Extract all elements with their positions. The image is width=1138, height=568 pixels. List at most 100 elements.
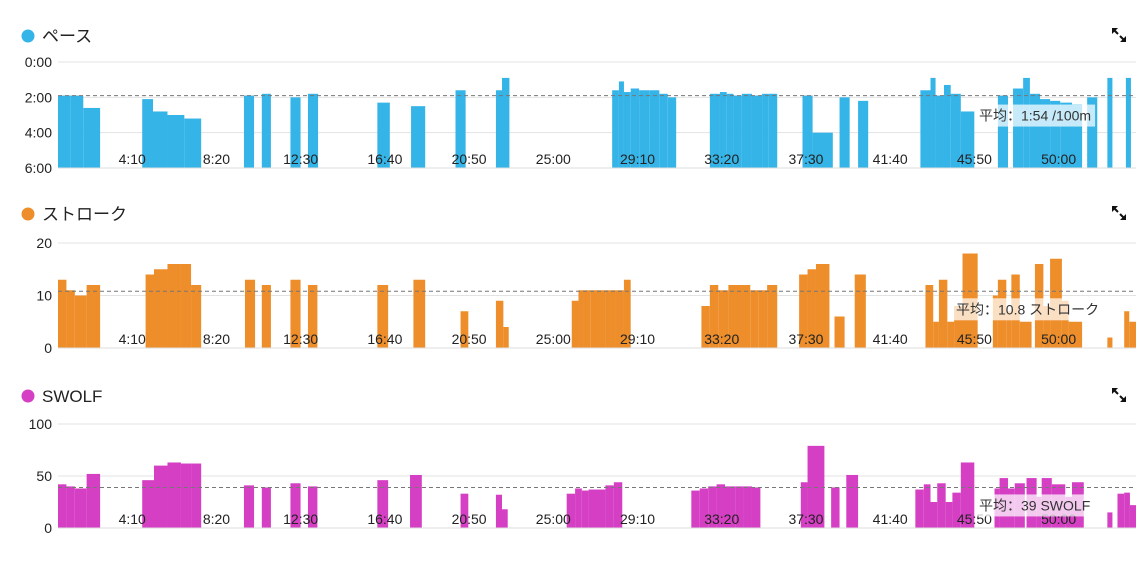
bar[interactable] [290,97,301,168]
bar[interactable] [261,93,271,168]
bar[interactable] [58,279,67,348]
bar[interactable] [191,463,202,528]
bar[interactable] [846,474,859,528]
bar[interactable] [807,445,825,528]
bar[interactable] [762,93,769,168]
bar[interactable] [1019,321,1032,348]
bar[interactable] [167,115,185,168]
bar[interactable] [815,264,830,348]
bar[interactable] [743,486,752,528]
bar[interactable] [597,290,606,348]
bar[interactable] [1006,311,1012,348]
bar[interactable] [831,487,840,528]
bar[interactable] [578,290,584,348]
bar[interactable] [758,290,768,348]
bar[interactable] [377,285,389,348]
bar[interactable] [184,118,202,168]
bar[interactable] [925,285,934,348]
bar[interactable] [74,295,87,349]
bar[interactable] [86,473,101,528]
bar[interactable] [834,316,845,349]
bar[interactable] [960,462,975,528]
bar[interactable] [413,279,426,348]
bar[interactable] [86,285,101,348]
bar[interactable] [597,489,606,528]
bar[interactable] [261,487,271,528]
bar[interactable] [1043,306,1051,348]
bar[interactable] [377,480,389,528]
bar[interactable] [954,306,963,348]
bar[interactable] [455,90,466,168]
bar[interactable] [377,102,390,168]
bar[interactable] [726,93,734,168]
bar[interactable] [1039,99,1051,168]
bar[interactable] [460,311,469,348]
bar[interactable] [807,269,816,348]
bar[interactable] [502,509,508,528]
bar[interactable] [950,93,961,168]
bar[interactable] [858,100,869,168]
bar[interactable] [691,490,700,528]
bar[interactable] [945,502,953,528]
bar[interactable] [800,482,808,528]
bar[interactable] [74,488,87,528]
bar[interactable] [812,132,833,168]
bar[interactable] [66,290,75,348]
bar[interactable] [167,462,181,528]
bar[interactable] [1013,88,1024,169]
bar[interactable] [1129,321,1136,348]
bar[interactable] [738,285,751,348]
bar[interactable] [1107,337,1113,349]
bar[interactable] [83,107,101,168]
bar[interactable] [1071,104,1083,168]
bar[interactable] [612,90,619,168]
bar[interactable] [502,77,510,168]
expand-icon[interactable] [1112,28,1126,42]
bar[interactable] [699,488,709,528]
bar[interactable] [1129,505,1136,528]
bar[interactable] [952,492,961,528]
bar[interactable] [58,484,67,528]
bar[interactable] [66,486,75,528]
bar[interactable] [575,488,582,528]
bar[interactable] [307,486,318,528]
bar[interactable] [618,81,624,168]
bar[interactable] [751,95,763,168]
bar[interactable] [243,95,255,168]
bar[interactable] [741,93,752,168]
bar[interactable] [839,97,850,168]
bar[interactable] [495,90,503,168]
bar[interactable] [930,502,938,528]
bar[interactable] [1107,512,1113,528]
expand-icon[interactable] [1112,388,1126,402]
bar[interactable] [623,279,631,348]
bar[interactable] [728,285,739,348]
expand-icon[interactable] [1112,206,1126,220]
bar[interactable] [751,487,761,528]
bar[interactable] [623,92,631,168]
bar[interactable] [1029,93,1040,168]
bar[interactable] [1061,300,1069,348]
bar[interactable] [630,88,640,169]
bar[interactable] [960,111,975,168]
bar[interactable] [605,485,614,528]
bar[interactable] [1068,321,1083,348]
bar[interactable] [152,111,168,168]
bar[interactable] [923,484,931,528]
bar[interactable] [733,95,742,168]
bar[interactable] [495,300,504,348]
bar[interactable] [307,285,318,348]
bar[interactable] [799,274,808,349]
bar[interactable] [709,285,719,348]
bar[interactable] [243,485,255,528]
bar[interactable] [290,483,301,528]
bar[interactable] [615,290,624,348]
bar[interactable] [930,77,936,168]
bar[interactable] [915,489,924,528]
bar[interactable] [410,474,422,528]
bar[interactable] [70,95,84,168]
bar[interactable] [943,84,951,168]
bar[interactable] [1050,100,1061,168]
bar[interactable] [1060,102,1072,168]
bar[interactable] [802,95,813,168]
